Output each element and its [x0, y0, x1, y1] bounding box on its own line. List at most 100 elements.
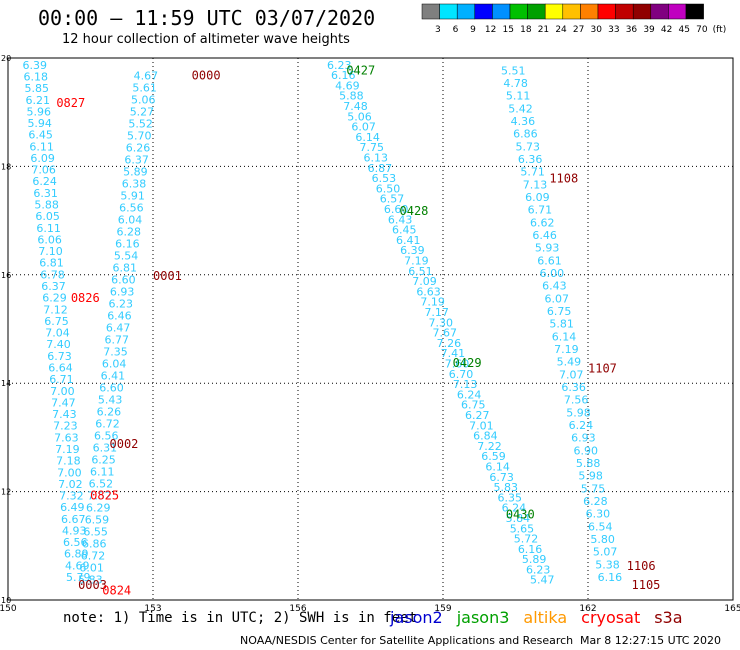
- wave-height-value: 6.75: [44, 315, 69, 328]
- wave-height-value: 6.49: [60, 501, 84, 514]
- wave-height-value: 5.73: [516, 140, 541, 153]
- wave-height-value: 5.47: [530, 574, 555, 587]
- wave-height-value: 6.56: [119, 202, 144, 215]
- colorbar-label: 15: [503, 25, 514, 35]
- wave-height-value: 4.69: [65, 559, 90, 572]
- x-tick-label: 165: [724, 604, 740, 614]
- colorbar-label: 9: [470, 25, 476, 35]
- wave-height-value: 7.07: [559, 368, 584, 381]
- wave-height-value: 6.46: [107, 310, 132, 323]
- colorbar-label: 27: [573, 25, 584, 35]
- color-scale-bar: 3 6 9 12 15 18 21 24 27 30 33 36 39 42 45 70 (ft): [421, 3, 727, 35]
- wave-height-value: 6.45: [28, 129, 52, 142]
- satellite-altika: altika: [523, 608, 568, 627]
- wave-height-value: 6.63: [416, 285, 441, 298]
- colorbar-label: 70: [696, 25, 708, 35]
- wave-height-value: 6.04: [102, 358, 127, 371]
- wave-height-value: 6.14: [552, 330, 577, 343]
- wave-height-value: 5.65: [510, 522, 535, 535]
- wave-height-value: 5.88: [339, 90, 364, 103]
- wave-height-value: 5.88: [34, 199, 59, 212]
- wave-height-value: 6.11: [90, 466, 115, 479]
- wave-height-value: 7.13: [523, 178, 548, 191]
- wave-height-value: 4.69: [335, 79, 360, 92]
- wave-height-value: 6.23: [526, 563, 551, 576]
- wave-height-value: 5.98: [566, 406, 591, 419]
- wave-height-value: 7.67: [433, 327, 458, 340]
- wave-height-value: 6.60: [99, 382, 124, 395]
- wave-height-value: 6.75: [547, 305, 572, 318]
- pass-time-label: 0826: [71, 291, 100, 305]
- wave-height-value: 6.90: [574, 444, 599, 457]
- wave-height-value: 7.06: [31, 164, 56, 177]
- wave-height-value: 6.41: [396, 234, 421, 247]
- wave-height-value: 6.16: [598, 571, 623, 584]
- plot-frame: [7, 57, 734, 601]
- pass-time-label: 1105: [632, 578, 661, 592]
- wave-height-value: 5.83: [78, 574, 103, 587]
- wave-height-value: 6.62: [530, 216, 555, 229]
- satellite-legend: jason2 jason3 altika cryosat s3a: [390, 608, 697, 627]
- wave-height-value: 6.56: [94, 430, 119, 443]
- wave-height-value: 5.71: [520, 166, 545, 179]
- wave-height-value: 6.43: [542, 280, 567, 293]
- wave-height-value: 6.16: [115, 238, 140, 251]
- wave-height-value: 6.81: [39, 257, 64, 270]
- wave-height-value: 6.04: [118, 214, 142, 227]
- colorbar-label: 18: [520, 25, 532, 35]
- wave-height-value: 6.78: [40, 268, 65, 281]
- wave-height-value: 6.86: [513, 128, 538, 141]
- wave-height-value: 6.18: [23, 70, 48, 83]
- wave-height-value: 6.26: [126, 142, 151, 155]
- wave-height-value: 6.23: [327, 59, 352, 72]
- wave-height-value: 5.06: [347, 110, 372, 123]
- colorbar-label: 30: [591, 25, 603, 35]
- wave-height-value: 6.38: [122, 178, 147, 191]
- x-tick-label: 162: [579, 604, 596, 614]
- colorbar-label: 39: [643, 25, 655, 35]
- wave-height-value: 6.28: [116, 226, 141, 239]
- wave-height-value: 7.04: [45, 327, 69, 340]
- wave-height-value: 5.88: [576, 457, 601, 470]
- y-tick-label: 16: [1, 271, 11, 280]
- wave-height-value: 6.16: [331, 69, 356, 82]
- colorbar-label: 24: [555, 25, 567, 35]
- wave-height-value: 6.06: [37, 233, 62, 246]
- wave-height-value: 6.24: [457, 388, 482, 401]
- wave-height-value: 6.53: [372, 172, 397, 185]
- wave-height-value: 7.23: [53, 420, 78, 433]
- wave-height-value: 5.06: [131, 94, 156, 107]
- wave-height-value: 6.39: [400, 244, 425, 257]
- wave-height-value: 6.29: [86, 502, 111, 515]
- wave-height-value: 6.07: [351, 121, 376, 134]
- wave-height-value: 5.42: [508, 102, 533, 115]
- wave-height-value: 5.79: [66, 571, 91, 584]
- wave-height-value: 7.48: [343, 100, 368, 113]
- wave-height-value: 6.93: [571, 432, 596, 445]
- wave-height-value: 5.81: [549, 318, 574, 331]
- wave-height-value: 6.01: [79, 562, 104, 575]
- wave-height-value: 6.31: [33, 187, 58, 200]
- wave-height-value: 7.12: [43, 303, 68, 316]
- wave-height-value: 6.72: [81, 550, 106, 563]
- wave-height-value: 6.67: [61, 513, 86, 526]
- wave-height-value: 6.51: [408, 265, 433, 278]
- satellite-cryosat: cryosat: [581, 608, 641, 627]
- wave-height-value: 7.26: [437, 337, 462, 350]
- wave-height-value: 7.19: [554, 343, 579, 356]
- wave-height-value: 7.02: [58, 478, 83, 491]
- colorbar-label: 12: [485, 25, 496, 35]
- x-tick-label: 156: [289, 604, 306, 614]
- colorbar-label: (ft): [713, 25, 727, 35]
- y-tick-label: 12: [1, 488, 11, 497]
- wave-height-value: 5.07: [593, 546, 618, 559]
- satellite-jason3: jason3: [456, 608, 510, 627]
- wave-height-value: 5.38: [595, 558, 620, 571]
- wave-height-value: 6.71: [49, 373, 73, 386]
- wave-height-value: 5.96: [26, 105, 50, 118]
- wave-height-value: 6.09: [525, 191, 550, 204]
- wave-height-value: 6.41: [101, 370, 126, 383]
- wave-height-value: 6.24: [32, 175, 57, 188]
- timestamp-text: Mar 8 12:27:15 UTC 2020: [580, 634, 721, 647]
